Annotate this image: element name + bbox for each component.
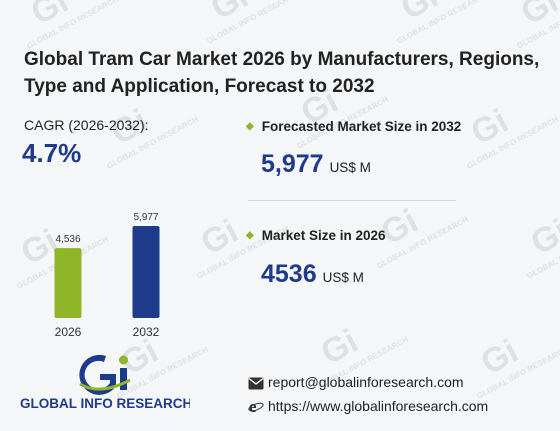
value-label-2032: 5,977 — [133, 212, 158, 223]
svg-text:e: e — [249, 398, 257, 414]
cagr-label: CAGR (2026-2032): — [24, 117, 149, 133]
brand-logo: GLOBAL INFO RESEARCH — [20, 354, 190, 411]
bar-chart: 4,536 2026 5,977 2032 — [54, 212, 160, 339]
svg-text:GLOBAL INFO RESEARCH: GLOBAL INFO RESEARCH — [205, 0, 300, 46]
brand-name: GLOBAL INFO RESEARCH — [20, 396, 190, 411]
svg-text:GLOBAL INFO RESEARCH: GLOBAL INFO RESEARCH — [25, 0, 120, 51]
market-label-text: Market Size in 2026 — [261, 228, 386, 243]
page-title: Global Tram Car Market 2026 by Manufactu… — [24, 49, 540, 97]
contact-email[interactable]: report@globalinforesearch.com — [248, 374, 464, 390]
forecast-unit: US$ M — [329, 160, 371, 175]
svg-text:GLOBAL INFO RESEARCH: GLOBAL INFO RESEARCH — [395, 0, 490, 46]
svg-text:Gi: Gi — [465, 102, 515, 152]
svg-text:GLOBAL INFO RESEARCH: GLOBAL INFO RESEARCH — [465, 115, 560, 171]
bar-2032 — [132, 226, 160, 318]
svg-text:Gi: Gi — [315, 322, 365, 372]
envelope-icon — [248, 377, 264, 390]
svg-text:Gi: Gi — [25, 0, 75, 32]
svg-text:Gi: Gi — [475, 332, 525, 382]
svg-text:GLOBAL INFO RESEARCH: GLOBAL INFO RESEARCH — [515, 0, 560, 51]
svg-text:Gi: Gi — [205, 0, 255, 27]
svg-text:Gi: Gi — [525, 212, 560, 262]
divider — [248, 200, 456, 201]
cagr-value: 4.7% — [22, 138, 82, 168]
cagr-period: (2026-2032): — [68, 117, 149, 133]
contact-website[interactable]: e https://www.globalinforesearch.com — [248, 398, 488, 414]
globe-e-icon: e — [248, 398, 264, 414]
forecast-label: ◆ Forecasted Market Size in 2032 — [246, 119, 461, 134]
forecast-value: 5,977 US$ M — [261, 150, 371, 179]
bullet-icon: ◆ — [246, 230, 254, 241]
svg-text:Gi: Gi — [515, 0, 560, 32]
gi-logo-mark — [79, 354, 131, 395]
category-label-2032: 2032 — [133, 325, 160, 339]
bar-2026 — [54, 248, 82, 318]
bullet-icon: ◆ — [246, 121, 254, 132]
market-unit: US$ M — [322, 270, 364, 285]
forecast-label-text: Forecasted Market Size in 2032 — [261, 119, 462, 134]
market-number: 4536 — [261, 260, 317, 288]
value-label-2026: 4,536 — [55, 234, 80, 245]
email-link[interactable]: report@globalinforesearch.com — [268, 374, 464, 390]
forecast-number: 5,977 — [261, 150, 324, 178]
market-label: ◆ Market Size in 2026 — [246, 228, 386, 243]
website-link[interactable]: https://www.globalinforesearch.com — [268, 398, 489, 414]
svg-text:GLOBAL INFO RESEARCH: GLOBAL INFO RESEARCH — [475, 345, 560, 401]
svg-text:Gi: Gi — [195, 212, 245, 262]
category-label-2026: 2026 — [55, 325, 82, 339]
svg-text:GLOBAL INFO RESEARCH: GLOBAL INFO RESEARCH — [375, 215, 470, 271]
cagr-label-text: CAGR — [24, 117, 65, 133]
market-value: 4536 US$ M — [261, 260, 364, 289]
svg-text:GLOBAL INFO RESEARCH: GLOBAL INFO RESEARCH — [525, 225, 560, 281]
svg-text:Gi: Gi — [395, 0, 445, 27]
